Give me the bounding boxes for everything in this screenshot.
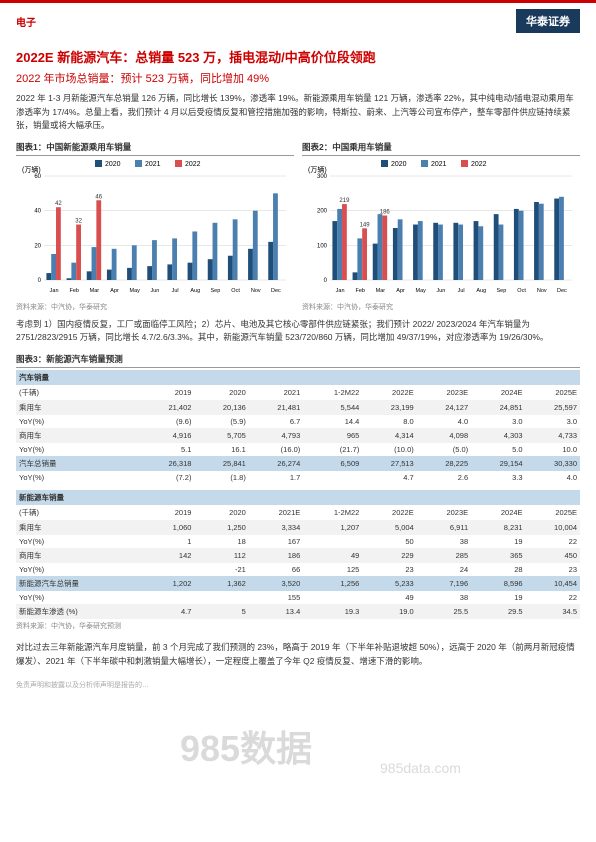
svg-text:Nov: Nov	[251, 288, 261, 294]
svg-text:Mar: Mar	[90, 288, 100, 294]
svg-text:Dec: Dec	[557, 288, 567, 294]
svg-text:Aug: Aug	[476, 288, 486, 294]
chart-2-title: 图表2：中国乘用车销量	[302, 141, 580, 156]
svg-text:May: May	[416, 288, 427, 294]
svg-text:Nov: Nov	[537, 288, 547, 294]
paragraph-3: 对比过去三年新能源汽车月度销量，前 3 个月完成了我们预测的 23%，略高于 2…	[16, 641, 580, 668]
svg-text:Sep: Sep	[497, 288, 507, 294]
watermark: 985数据	[180, 720, 312, 772]
company-logo: 华泰证券	[516, 9, 580, 33]
svg-text:100: 100	[317, 243, 328, 249]
chart-1-source: 资料来源：中汽协，华泰研究	[16, 302, 294, 312]
svg-text:Aug: Aug	[190, 288, 200, 294]
svg-text:200: 200	[317, 208, 328, 214]
svg-text:42: 42	[55, 201, 62, 207]
svg-text:2021: 2021	[431, 161, 447, 168]
svg-text:May: May	[130, 288, 141, 294]
title-main: 2022E 新能源汽车：总销量 523 万，插电混动/中高价位段领跑	[16, 47, 580, 66]
svg-text:Dec: Dec	[271, 288, 281, 294]
page-header: 电子 华泰证券	[0, 0, 596, 39]
svg-text:149: 149	[360, 222, 371, 228]
svg-text:Jan: Jan	[336, 288, 345, 294]
svg-text:300: 300	[317, 174, 328, 180]
svg-text:Oct: Oct	[517, 288, 526, 294]
svg-text:(万辆): (万辆)	[308, 165, 327, 174]
forecast-table: 汽车销量(千辆)2019202020211-2M222022E2023E2024…	[16, 370, 580, 619]
svg-text:Apr: Apr	[110, 288, 119, 294]
table-source: 资料来源：中汽协，华泰研究预测	[16, 621, 580, 631]
svg-text:2022: 2022	[185, 161, 201, 168]
svg-text:2020: 2020	[391, 161, 407, 168]
paragraph-2: 考虑到 1）国内疫情反复，工厂或面临停工风险；2）芯片、电池及其它核心零部件供应…	[16, 318, 580, 345]
category-label: 电子	[16, 14, 36, 29]
svg-text:2020: 2020	[105, 161, 121, 168]
svg-text:32: 32	[75, 218, 82, 224]
svg-text:Jul: Jul	[172, 288, 179, 294]
svg-text:60: 60	[34, 174, 41, 180]
title-sub: 2022 年市场总销量：预计 523 万辆，同比增加 49%	[16, 70, 580, 86]
paragraph-1: 2022 年 1-3 月新能源汽车总销量 126 万辆，同比增长 139%，渗透…	[16, 92, 580, 133]
chart-1: 图表1：中国新能源乘用车销量 2020 2021 2022 (万辆) 0 20 40 60 42…	[16, 141, 294, 312]
svg-text:Jun: Jun	[150, 288, 159, 294]
svg-text:(万辆): (万辆)	[22, 165, 41, 174]
chart-2-svg: 2020 2021 2022 (万辆) 0 100 200 300 219 Jan 149 Feb 18…	[302, 158, 580, 298]
svg-text:Feb: Feb	[356, 288, 365, 294]
chart-1-title: 图表1：中国新能源乘用车销量	[16, 141, 294, 156]
chart-2: 图表2：中国乘用车销量 2020 2021 2022 (万辆) 0 100 200 300 21…	[302, 141, 580, 312]
footer-text: 免责声明和披露以及分析师声明是报告的…	[16, 680, 580, 690]
table-title: 图表3：新能源汽车销量预测	[16, 353, 580, 368]
chart-1-svg: 2020 2021 2022 (万辆) 0 20 40 60 42 Jan 32 Feb 46 Mar Ap…	[16, 158, 294, 298]
main-content: 2022E 新能源汽车：总销量 523 万，插电混动/中高价位段领跑 2022 …	[0, 39, 596, 698]
chart-2-source: 资料来源：中汽协，华泰研究	[302, 302, 580, 312]
svg-text:0: 0	[38, 278, 42, 284]
svg-text:Sep: Sep	[211, 288, 221, 294]
svg-text:0: 0	[324, 278, 328, 284]
svg-text:186: 186	[380, 209, 391, 215]
svg-text:Apr: Apr	[396, 288, 405, 294]
svg-text:219: 219	[339, 198, 350, 204]
svg-text:Jul: Jul	[458, 288, 465, 294]
svg-text:Jun: Jun	[436, 288, 445, 294]
svg-text:Oct: Oct	[231, 288, 240, 294]
svg-text:Jan: Jan	[50, 288, 59, 294]
svg-text:2022: 2022	[471, 161, 487, 168]
svg-text:40: 40	[34, 208, 41, 214]
svg-text:Feb: Feb	[70, 288, 79, 294]
svg-text:Mar: Mar	[376, 288, 386, 294]
watermark-url: 985data.com	[380, 760, 461, 776]
svg-text:2021: 2021	[145, 161, 161, 168]
charts-row: 图表1：中国新能源乘用车销量 2020 2021 2022 (万辆) 0 20 40 60 42…	[16, 141, 580, 312]
svg-text:46: 46	[95, 194, 102, 200]
svg-text:20: 20	[34, 243, 41, 249]
